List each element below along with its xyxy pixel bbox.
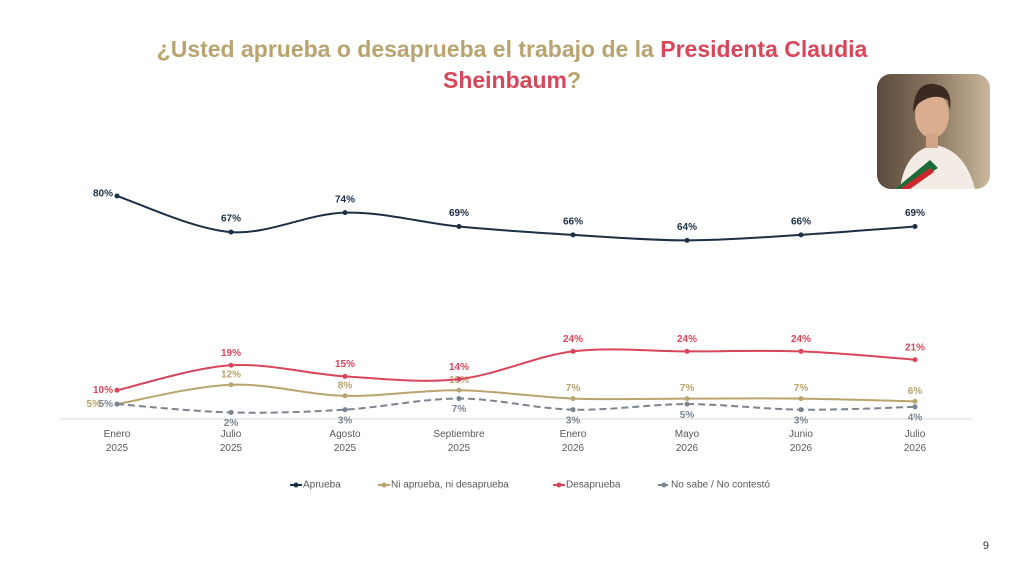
data-label: 12% [221, 369, 241, 380]
data-label: 8% [338, 380, 353, 391]
point [228, 409, 234, 415]
legend-label: Aprueba [303, 480, 341, 491]
x-tick-label: Julio 2025 [220, 429, 243, 454]
data-label: 21% [905, 342, 925, 353]
x-tick-label: Enero 2025 [104, 429, 131, 454]
title-part: ? [566, 67, 582, 93]
point [456, 376, 462, 382]
point [684, 396, 690, 402]
data-label: 10% [93, 385, 113, 396]
point [570, 348, 576, 354]
legend-dot [661, 482, 667, 488]
point [456, 224, 462, 230]
photo [877, 74, 990, 189]
point [798, 396, 804, 402]
title-part: ¿Usted aprueba o desaprueba el trabajo d… [156, 36, 661, 62]
data-label: 4% [908, 413, 923, 424]
data-label: 6% [908, 386, 923, 397]
legend-dot [556, 482, 562, 488]
point [570, 232, 576, 238]
series-line [116, 397, 916, 414]
series-line [116, 383, 916, 406]
data-label: 7% [680, 383, 695, 394]
data-label: 66% [563, 216, 583, 227]
x-tick-label: Junio 2026 [789, 429, 813, 454]
data-label: 5% [680, 410, 695, 421]
point [114, 387, 120, 393]
point [342, 373, 348, 379]
x-tick-label: Mayo 2026 [675, 429, 700, 454]
point [342, 210, 348, 216]
legend-dot [293, 482, 299, 488]
point [228, 229, 234, 235]
legend-label: Ni aprueba, ni desaprueba [391, 480, 509, 491]
series-line [116, 348, 916, 392]
point [456, 396, 462, 402]
point [342, 393, 348, 399]
data-label: 74% [335, 194, 355, 205]
data-label: 64% [677, 222, 697, 233]
data-label: 24% [677, 334, 697, 345]
point [798, 407, 804, 413]
data-label: 67% [221, 214, 241, 225]
point [114, 401, 120, 407]
point [684, 237, 690, 243]
data-label: 14% [449, 362, 469, 373]
point [798, 348, 804, 354]
data-label: 66% [791, 216, 811, 227]
x-tick-label: Enero 2026 [560, 429, 587, 454]
point [684, 348, 690, 354]
x-tick-label: Agosto 2025 [329, 429, 361, 454]
legend-dot [381, 482, 387, 488]
page-number: 9 [983, 540, 989, 552]
point [456, 387, 462, 393]
point [912, 224, 918, 230]
point [228, 362, 234, 368]
data-label: 7% [566, 383, 581, 394]
point [684, 401, 690, 407]
point [228, 382, 234, 388]
point [912, 357, 918, 363]
title-part: Presidenta Claudia Sheinbaum [442, 36, 868, 93]
point [114, 193, 120, 199]
data-label: 80% [93, 189, 113, 200]
data-label: 3% [338, 415, 353, 426]
x-tick-label: Julio 2026 [904, 429, 927, 454]
data-label: 69% [905, 208, 925, 219]
legend-label: No sabe / No contestó [671, 480, 770, 491]
data-label: 24% [563, 334, 583, 345]
chart-title: ¿Usted aprueba o desaprueba el trabajo d… [132, 34, 892, 96]
point [798, 232, 804, 238]
legend-label: Desaprueba [566, 480, 621, 491]
data-label: 3% [566, 415, 581, 426]
data-label: 69% [449, 208, 469, 219]
point [912, 398, 918, 404]
data-label: 5% [99, 399, 114, 410]
data-label: 7% [452, 404, 467, 415]
point [570, 396, 576, 402]
data-label: 24% [791, 334, 811, 345]
data-label: 3% [794, 415, 809, 426]
series-line [116, 195, 916, 242]
data-label: 15% [335, 359, 355, 370]
data-label: 19% [221, 348, 241, 359]
x-tick-label: Septiembre 2025 [433, 429, 485, 454]
data-label: 7% [794, 383, 809, 394]
point [342, 407, 348, 413]
point [570, 407, 576, 413]
data-label: 2% [224, 418, 239, 429]
point [912, 404, 918, 410]
data-label: 5% [87, 399, 102, 410]
